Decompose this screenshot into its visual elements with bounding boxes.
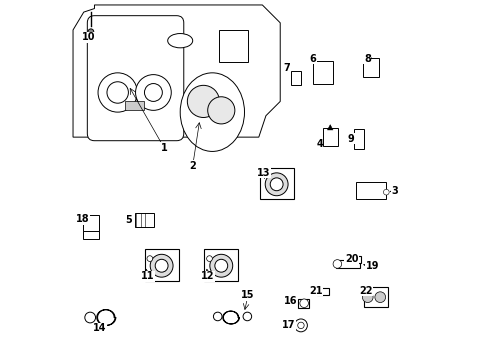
- Circle shape: [214, 259, 227, 272]
- Circle shape: [144, 84, 162, 102]
- Bar: [82, 215, 99, 234]
- Circle shape: [299, 299, 308, 307]
- Circle shape: [374, 292, 385, 302]
- Text: 11: 11: [140, 271, 154, 282]
- Text: 7: 7: [283, 63, 289, 73]
- Ellipse shape: [180, 73, 244, 152]
- Bar: [313, 61, 332, 85]
- Bar: [124, 102, 144, 111]
- Circle shape: [206, 256, 212, 261]
- Circle shape: [213, 312, 222, 321]
- Circle shape: [332, 260, 341, 268]
- Ellipse shape: [167, 33, 192, 48]
- Circle shape: [297, 322, 304, 329]
- Text: 8: 8: [363, 54, 370, 64]
- Circle shape: [155, 259, 168, 272]
- Bar: [353, 129, 363, 149]
- Circle shape: [98, 73, 137, 112]
- Circle shape: [88, 29, 94, 35]
- Circle shape: [209, 254, 232, 277]
- Text: 14: 14: [93, 323, 106, 333]
- Circle shape: [294, 319, 307, 332]
- Bar: [297, 299, 308, 308]
- Text: 20: 20: [344, 254, 358, 264]
- Circle shape: [362, 292, 372, 302]
- Circle shape: [150, 254, 173, 277]
- Circle shape: [383, 189, 388, 195]
- Text: 1: 1: [161, 143, 167, 153]
- Text: 3: 3: [390, 186, 397, 197]
- Text: 10: 10: [82, 32, 96, 42]
- Polygon shape: [326, 125, 332, 130]
- Circle shape: [207, 97, 234, 124]
- Bar: [335, 260, 360, 268]
- Text: 16: 16: [283, 296, 296, 306]
- Circle shape: [107, 82, 128, 103]
- Text: 19: 19: [365, 261, 378, 271]
- Circle shape: [264, 173, 287, 196]
- Bar: [204, 249, 238, 281]
- Text: 21: 21: [308, 286, 322, 296]
- Text: 6: 6: [309, 54, 316, 64]
- Text: 17: 17: [282, 320, 295, 330]
- Text: 13: 13: [256, 168, 270, 178]
- Text: 4: 4: [316, 139, 322, 149]
- Bar: [144, 249, 178, 281]
- Text: 5: 5: [125, 215, 131, 225]
- Circle shape: [187, 85, 219, 117]
- Bar: [354, 256, 360, 262]
- Bar: [219, 30, 247, 62]
- Bar: [322, 128, 337, 147]
- Bar: [355, 182, 386, 199]
- Bar: [363, 58, 379, 77]
- Bar: [83, 231, 99, 239]
- Bar: [259, 168, 293, 199]
- Text: 2: 2: [189, 161, 196, 171]
- Text: 15: 15: [241, 290, 254, 300]
- Text: 22: 22: [359, 286, 372, 296]
- Polygon shape: [73, 5, 280, 137]
- Circle shape: [243, 312, 251, 321]
- Circle shape: [147, 256, 152, 261]
- FancyBboxPatch shape: [87, 16, 183, 141]
- Bar: [316, 288, 328, 296]
- Bar: [134, 213, 154, 227]
- Circle shape: [135, 75, 171, 111]
- Circle shape: [84, 312, 95, 323]
- Text: 12: 12: [201, 271, 214, 282]
- Text: 18: 18: [76, 214, 90, 224]
- Bar: [363, 287, 387, 307]
- Text: 9: 9: [347, 134, 354, 144]
- Circle shape: [270, 178, 283, 191]
- Bar: [291, 71, 301, 85]
